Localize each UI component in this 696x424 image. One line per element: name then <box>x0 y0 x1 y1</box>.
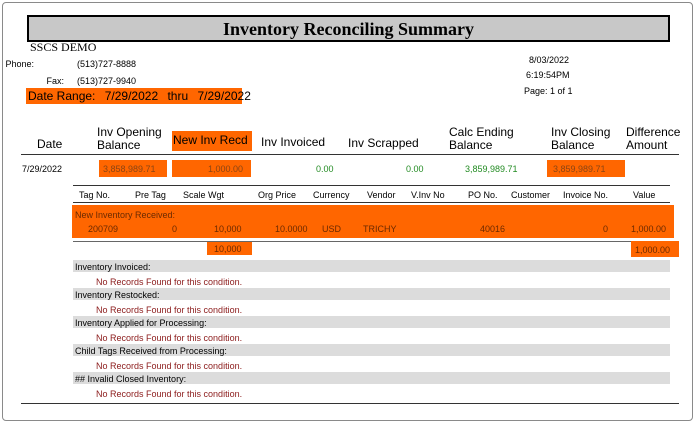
section-label-applied: Inventory Applied for Processing: <box>75 318 207 328</box>
received-total-value: 1,000.00 <box>635 245 671 255</box>
section-label-child-tags: Child Tags Received from Processing: <box>75 346 227 356</box>
col-header-scrapped: Inv Scrapped <box>348 136 419 150</box>
detail-header-v-inv-no: V.Inv No <box>411 190 445 200</box>
closing-highlight <box>547 160 625 177</box>
phone-label: Phone: <box>5 59 34 69</box>
section-band-restocked <box>73 288 670 300</box>
col-header-opening-line1: Inv Opening <box>97 125 162 139</box>
section-band-applied <box>73 316 670 328</box>
col-header-date: Date <box>37 137 63 151</box>
summary-date: 7/29/2022 <box>22 164 63 174</box>
col-header-difference: Difference Amount <box>626 126 680 152</box>
section-message-applied: No Records Found for this condition. <box>96 333 243 343</box>
company-name: SSCS DEMO <box>30 40 97 54</box>
received-total-wgt: 10,000 <box>214 244 242 254</box>
received-pre-tag: 0 <box>172 224 178 234</box>
col-header-diff-line1: Difference <box>626 125 681 139</box>
received-value: 1,000.00 <box>631 224 667 234</box>
detail-header-rule <box>73 202 670 203</box>
col-header-opening: Inv Opening Balance <box>97 126 162 152</box>
date-range-from: 7/29/2022 <box>104 89 159 103</box>
received-band <box>72 205 674 238</box>
col-header-new-recd: New Inv Recd <box>172 131 252 151</box>
received-total-rule <box>73 241 670 242</box>
report-title-bar: Inventory Reconciling Summary <box>27 15 670 42</box>
print-date: 8/03/2022 <box>529 55 570 65</box>
col-header-closing-line2: Balance <box>551 138 595 152</box>
date-range-label: Date Range: <box>28 89 96 103</box>
opening-highlight <box>99 160 167 177</box>
received-label: New Inventory Received: <box>75 210 176 220</box>
date-range-to: 7/29/2022 <box>197 89 251 103</box>
fax-label: Fax: <box>46 76 64 86</box>
detail-header-scale-wgt: Scale Wgt <box>183 190 225 200</box>
section-message-invoiced: No Records Found for this condition. <box>96 277 243 287</box>
section-band-child-tags <box>73 344 670 356</box>
received-po-no: 40016 <box>480 224 506 234</box>
footer-rule <box>21 403 679 404</box>
section-label-invoiced: Inventory Invoiced: <box>75 262 151 272</box>
section-message-invalid-closed: No Records Found for this condition. <box>96 389 243 399</box>
section-message-restocked: No Records Found for this condition. <box>96 305 243 315</box>
print-time: 6:19:54PM <box>526 70 570 80</box>
section-band-invalid-closed <box>73 372 670 384</box>
col-header-closing-line1: Inv Closing <box>551 125 611 139</box>
col-header-calc-line2: Balance <box>449 138 493 152</box>
detail-header-customer: Customer <box>511 190 551 200</box>
col-header-opening-line2: Balance <box>97 138 141 152</box>
received-vendor: TRICHY <box>363 224 397 234</box>
page-number: Page: 1 of 1 <box>524 86 573 96</box>
detail-header-po-no: PO No. <box>468 190 498 200</box>
section-label-restocked: Inventory Restocked: <box>75 290 160 300</box>
summary-calc-ending: 3,859,989.71 <box>465 164 518 174</box>
received-invoice-no: 0 <box>603 224 609 234</box>
total-wgt-highlight <box>207 242 252 255</box>
detail-header-value: Value <box>633 190 656 200</box>
fax-value: (513)727-9940 <box>77 76 137 86</box>
summary-invoiced: 0.00 <box>316 164 334 174</box>
detail-top-rule <box>73 185 670 186</box>
section-band-invoiced <box>73 260 670 272</box>
phone-value: (513)727-8888 <box>77 59 137 69</box>
detail-header-org-price: Org Price <box>258 190 297 200</box>
detail-header-tag-no: Tag No. <box>79 190 111 200</box>
col-header-calc-line1: Calc Ending <box>449 125 514 139</box>
col-header-invoiced: Inv Invoiced <box>261 135 326 149</box>
col-header-calc-ending: Calc Ending Balance <box>449 126 514 152</box>
header-rule <box>21 154 679 155</box>
received-org-price: 10.0000 <box>275 224 308 234</box>
received-scale-wgt: 10,000 <box>214 224 242 234</box>
received-tag-no: 200709 <box>88 224 119 234</box>
summary-closing: 3,859,989.71 <box>553 164 606 174</box>
col-header-closing: Inv Closing Balance <box>551 126 610 152</box>
detail-header-currency: Currency <box>313 190 350 200</box>
detail-header-invoice-no: Invoice No. <box>563 190 609 200</box>
detail-header-pre-tag: Pre Tag <box>135 190 166 200</box>
date-range: Date Range: 7/29/2022 thru 7/29/2022 <box>26 88 251 104</box>
col-header-diff-line2: Amount <box>626 138 668 152</box>
section-message-child-tags: No Records Found for this condition. <box>96 361 243 371</box>
summary-new-recd: 1,000.00 <box>208 164 244 174</box>
summary-opening: 3,858,989.71 <box>103 164 156 174</box>
report-title: Inventory Reconciling Summary <box>223 19 474 39</box>
received-currency: USD <box>322 224 342 234</box>
summary-scrapped: 0.00 <box>406 164 424 174</box>
new-recd-highlight <box>172 160 251 177</box>
detail-header-vendor: Vendor <box>367 190 396 200</box>
total-value-highlight <box>631 241 679 257</box>
date-range-thru: thru <box>167 89 189 103</box>
section-label-invalid-closed: ## Invalid Closed Inventory: <box>75 374 187 384</box>
